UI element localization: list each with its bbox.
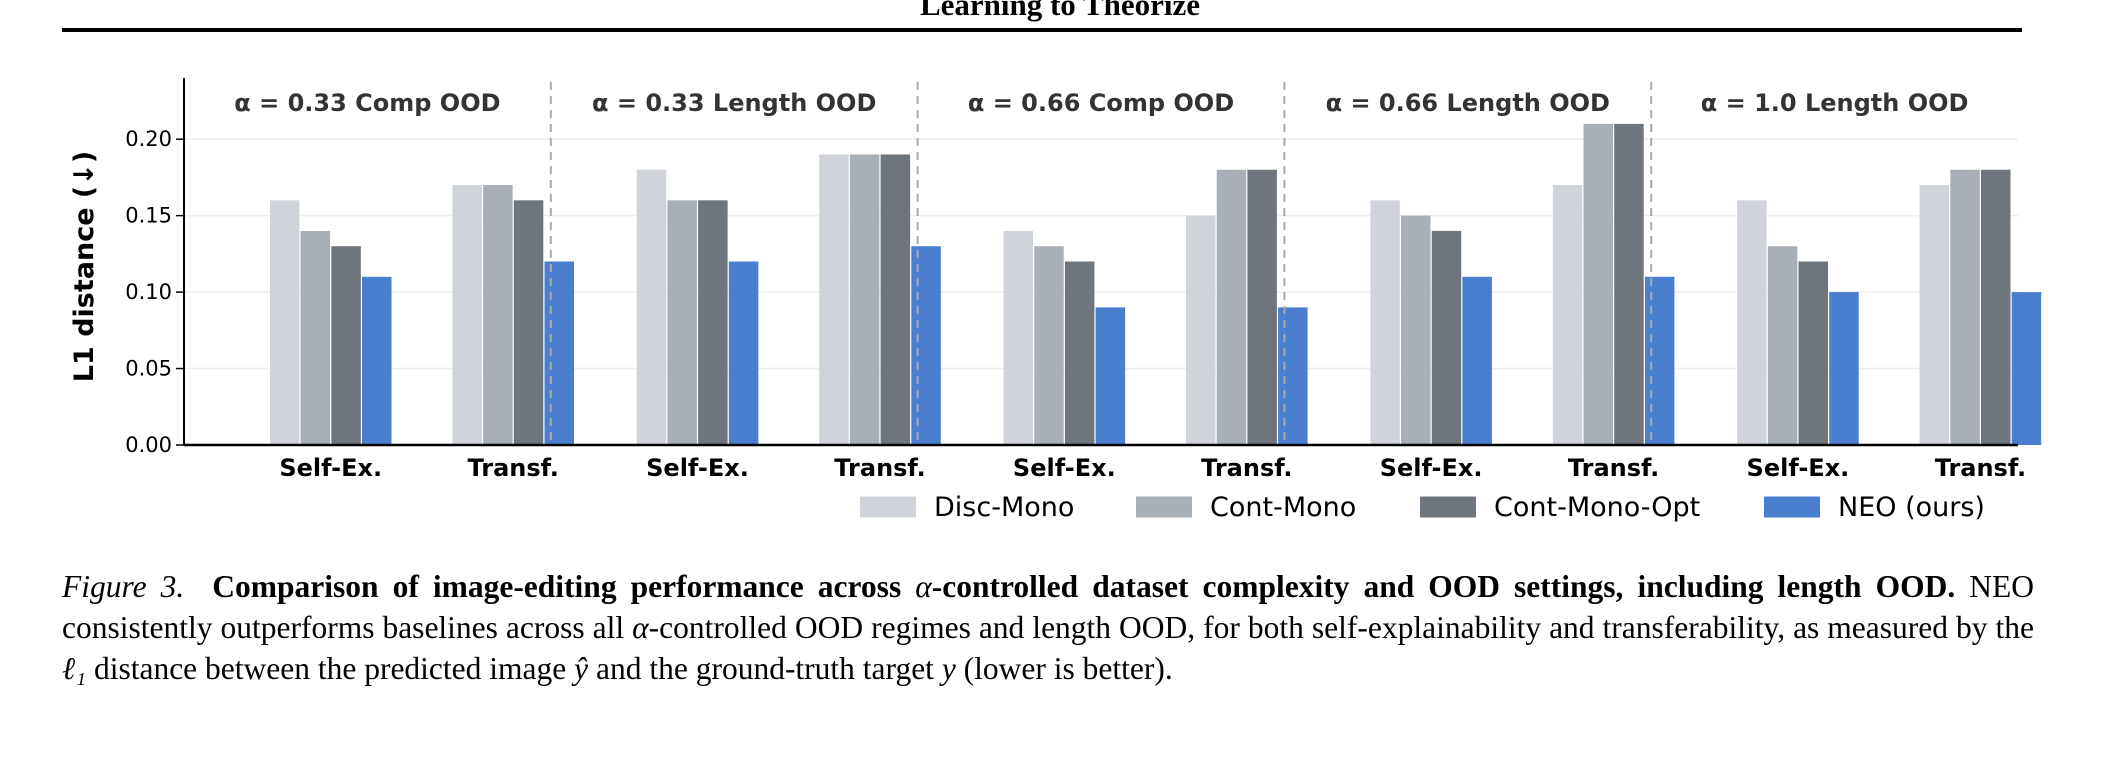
y-tick-label: 0.10	[125, 280, 172, 304]
caption-body-part-3: distance between the predicted image	[86, 651, 575, 686]
bar-cont-mono	[1401, 215, 1431, 445]
bar-chart: 0.00 0.05 0.10 0.15 0.20 L1 distance (↓) α = 0…	[69, 78, 2042, 523]
bar-cont-mono-opt	[513, 200, 544, 445]
x-tick-label: Transf.	[834, 454, 925, 482]
caption-body-part-4: and the ground-truth target	[588, 651, 942, 686]
x-tick-label: Self-Ex.	[279, 454, 382, 482]
bar-cont-mono	[849, 154, 880, 445]
caption-body-part-1: NEO consistently outperforms baselines a…	[62, 569, 2034, 645]
bar-disc-mono	[1552, 185, 1583, 445]
x-tick-label: Transf.	[468, 454, 559, 482]
panel-title: α = 0.33 Comp OOD	[234, 89, 500, 117]
bar-cont-mono	[483, 185, 513, 445]
figure-caption: Figure 3. Comparison of image-editing pe…	[62, 566, 2034, 689]
panel-title: α = 0.66 Length OOD	[1326, 89, 1610, 117]
legend-label: NEO (ours)	[1838, 492, 1985, 523]
bar-disc-mono	[269, 200, 300, 445]
legend-swatch	[1420, 496, 1476, 518]
bar-disc-mono	[1737, 200, 1767, 445]
bar-disc-mono	[819, 154, 849, 445]
bar-disc-mono	[1186, 215, 1216, 445]
bar-cont-mono-opt	[1981, 169, 2011, 445]
caption-body-part-5: (lower is better).	[955, 651, 1173, 686]
bar-cont-mono-opt	[1431, 230, 1462, 445]
bar-cont-mono	[667, 200, 697, 445]
caption-alpha-1: α	[915, 569, 932, 604]
bar-neo-ours	[1278, 307, 1308, 445]
bar-neo-ours	[1095, 307, 1126, 445]
bar-neo-ours	[1829, 292, 1859, 445]
bar-cont-mono	[1583, 123, 1614, 445]
caption-l1-symbol: ℓ₁	[62, 651, 87, 686]
bar-cont-mono	[1034, 246, 1064, 445]
x-tick-label: Self-Ex.	[1380, 454, 1483, 482]
y-tick-label: 0.05	[125, 357, 172, 381]
x-tick-label: Self-Ex.	[1013, 454, 1116, 482]
bar-cont-mono-opt	[1064, 261, 1095, 445]
caption-yhat-symbol: ŷ	[574, 651, 589, 686]
bar-disc-mono	[1370, 200, 1400, 445]
x-tick-label: Transf.	[1568, 454, 1659, 482]
bar-neo-ours	[2011, 292, 2042, 445]
bar-cont-mono	[1216, 169, 1247, 445]
panel-title: α = 1.0 Length OOD	[1701, 89, 1969, 117]
bar-neo-ours	[544, 261, 575, 445]
bar-cont-mono-opt	[880, 154, 911, 445]
bar-cont-mono-opt	[698, 200, 728, 445]
legend-swatch	[1764, 496, 1820, 518]
bar-neo-ours	[728, 261, 759, 445]
bar-neo-ours	[1644, 276, 1675, 445]
caption-alpha-2: α	[632, 610, 649, 645]
bar-disc-mono	[636, 169, 667, 445]
y-tick-label: 0.00	[125, 433, 172, 457]
bar-cont-mono	[1767, 246, 1798, 445]
x-tick-label: Transf.	[1935, 454, 2026, 482]
bar-disc-mono	[1003, 230, 1034, 445]
caption-body-part-2: -controlled OOD regimes and length OOD, …	[648, 610, 2034, 645]
panel-title: α = 0.66 Comp OOD	[968, 89, 1234, 117]
y-axis-label: L1 distance (↓)	[69, 151, 100, 382]
x-tick-label: Self-Ex.	[646, 454, 749, 482]
bar-cont-mono-opt	[331, 246, 361, 445]
bar-neo-ours	[362, 276, 392, 445]
legend-label: Cont-Mono-Opt	[1494, 492, 1700, 523]
caption-y-symbol: y	[941, 651, 956, 686]
bar-cont-mono	[300, 230, 331, 445]
bar-cont-mono-opt	[1798, 261, 1829, 445]
header-rule	[62, 28, 2022, 32]
bar-disc-mono	[452, 185, 482, 445]
bar-neo-ours	[911, 246, 941, 445]
x-tick-label: Transf.	[1201, 454, 1292, 482]
caption-title-part-2: -controlled dataset complexity and OOD s…	[931, 569, 1956, 604]
running-header: Learning to Theorize	[919, 0, 1201, 22]
bar-cont-mono	[1950, 169, 1980, 445]
figure-label: Figure 3.	[62, 569, 185, 604]
legend-swatch	[1136, 496, 1192, 518]
legend-label: Disc-Mono	[934, 492, 1074, 523]
y-tick-label: 0.20	[125, 127, 172, 151]
bar-cont-mono-opt	[1247, 169, 1277, 445]
caption-title-part-1: Comparison of image-editing performance …	[212, 569, 916, 604]
bar-neo-ours	[1462, 276, 1492, 445]
panel-title: α = 0.33 Length OOD	[592, 89, 876, 117]
y-tick-label: 0.15	[125, 204, 172, 228]
x-tick-label: Self-Ex.	[1747, 454, 1850, 482]
legend-swatch	[860, 496, 916, 518]
bar-disc-mono	[1919, 185, 1950, 445]
bar-cont-mono-opt	[1614, 123, 1644, 445]
legend-label: Cont-Mono	[1210, 492, 1356, 523]
